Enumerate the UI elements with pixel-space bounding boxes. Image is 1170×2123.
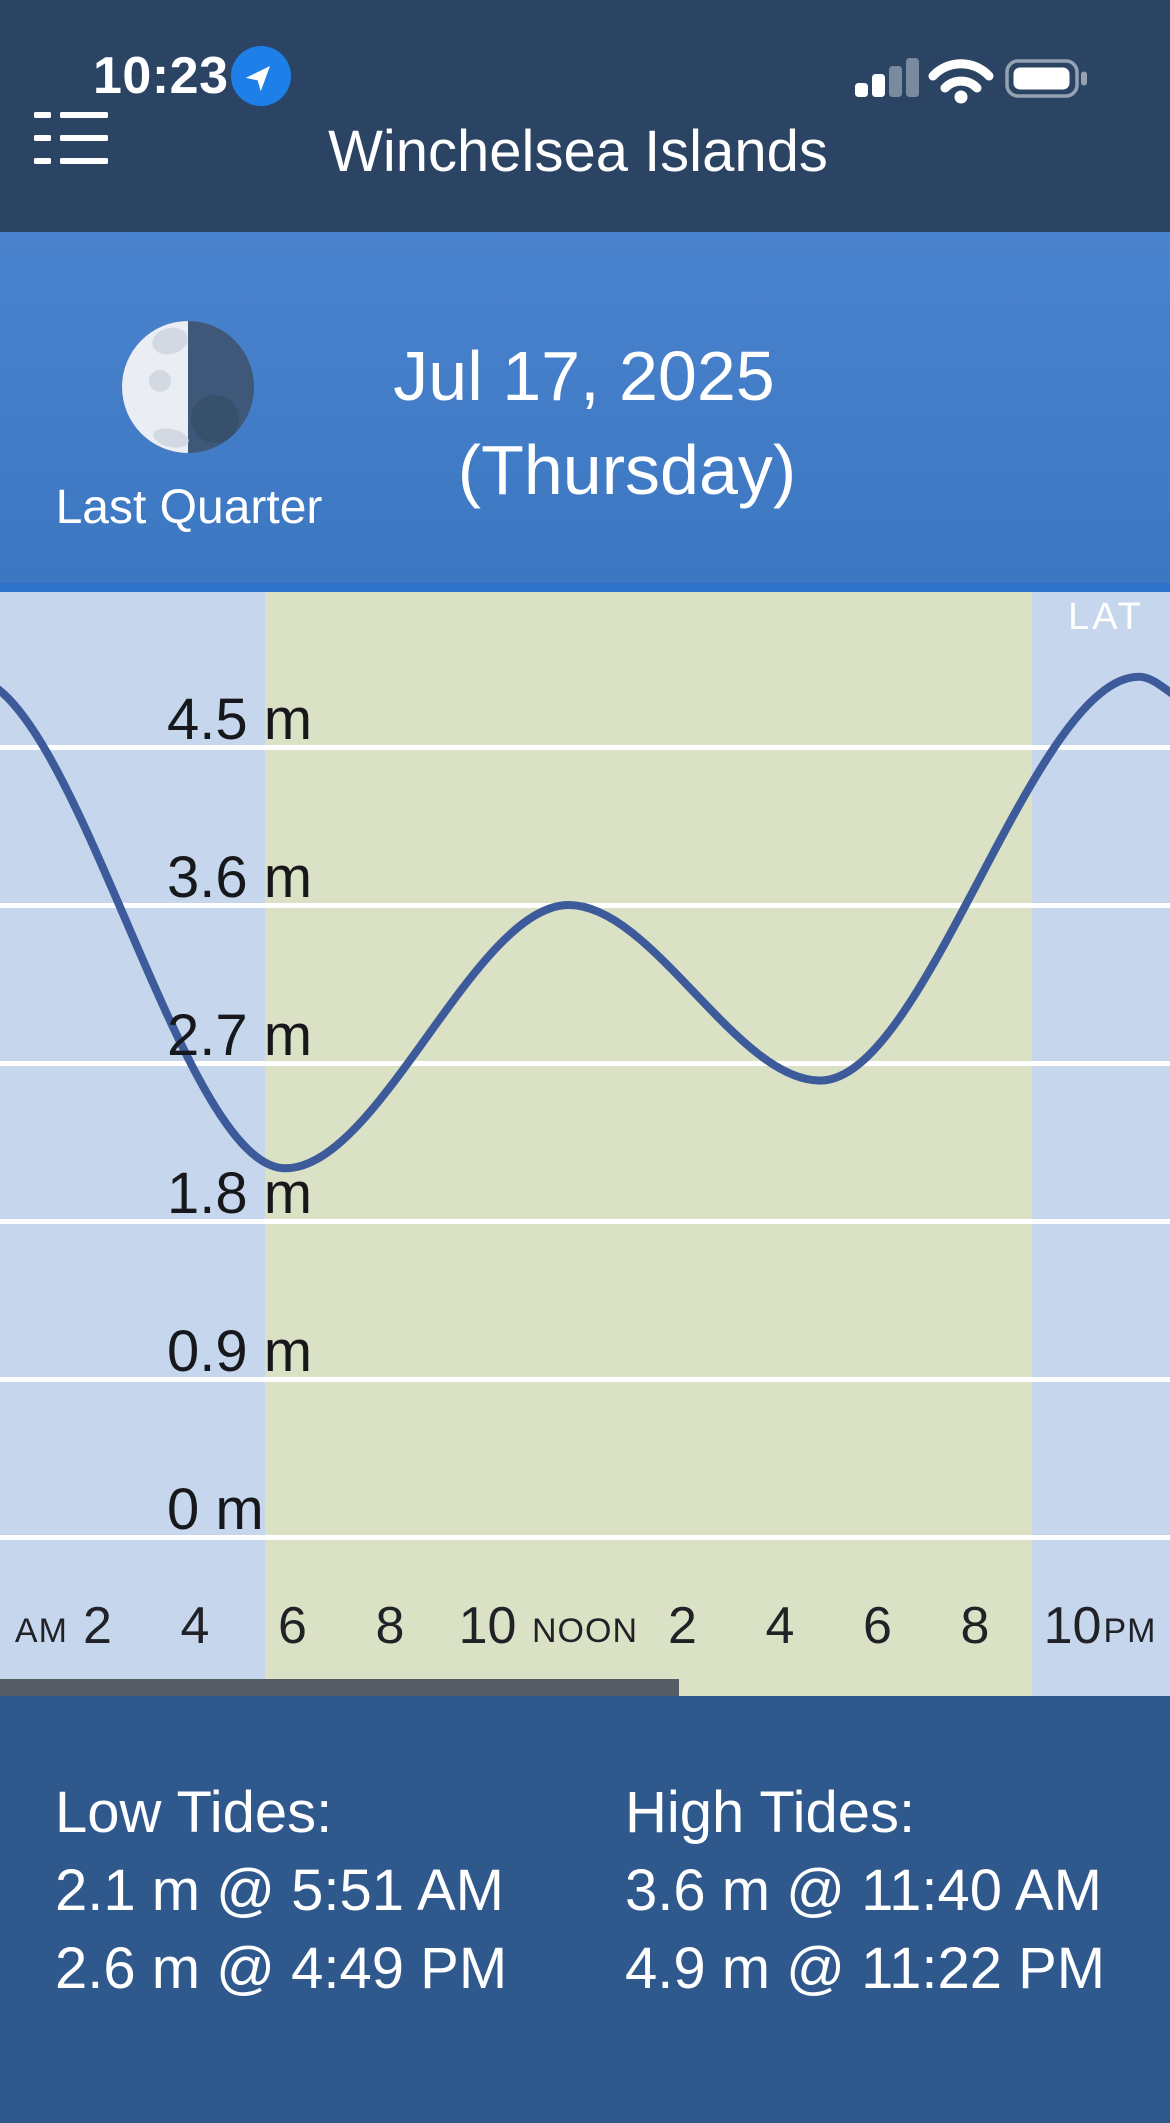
gridline [0,1060,1170,1066]
y-axis-label: 2.7 m [167,1003,313,1068]
high-tides-column: High Tides: 3.6 m @ 11:40 AM 4.9 m @ 11:… [625,1774,1105,2008]
x-tick-label: 2 [668,1597,697,1655]
high-tides-heading: High Tides: [625,1780,916,1845]
status-time: 10:23 [93,47,229,105]
daylight-band [265,592,1032,1696]
y-axis-label: 0.9 m [167,1319,313,1384]
x-tick-label: 4 [180,1597,210,1655]
moon-phase-icon [122,321,254,453]
x-tick-label: 4 [765,1597,795,1655]
battery-icon [1005,59,1087,98]
y-axis-label: 4.5 m [167,687,313,752]
menu-button[interactable] [26,100,118,172]
gridline [0,1376,1170,1382]
weekday-text: (Thursday) [457,431,797,509]
x-tick-label: 8 [960,1597,990,1655]
low-tides-column: Low Tides: 2.1 m @ 5:51 AM 2.6 m @ 4:49 … [55,1774,507,2008]
high-tide-entry: 4.9 m @ 11:22 PM [625,1936,1106,2001]
low-tide-entry: 2.6 m @ 4:49 PM [55,1936,508,2001]
tide-summary: Low Tides: 2.1 m @ 5:51 AM 2.6 m @ 4:49 … [0,1696,1170,2123]
page-title: Winchelsea Islands [328,119,828,184]
location-services-icon [231,46,291,106]
x-tick-label: 10 [1043,1597,1102,1655]
moon-phase-label: Last Quarter [55,481,323,534]
tide-curve [0,672,1170,1173]
scroll-indicator [0,1679,679,1696]
header: 10:23 [0,0,1170,232]
x-tick-label: PM [1103,1612,1157,1650]
cellular-signal-icon [855,58,919,97]
x-tick-label: 2 [83,1597,112,1655]
tide-curve-path [0,672,1170,1173]
x-tick-label: 6 [863,1597,892,1655]
list-menu-icon [34,112,108,164]
gridline [0,1534,1170,1540]
y-axis-label: 1.8 m [167,1161,313,1226]
wifi-icon [928,59,994,104]
x-tick-label: 10 [458,1597,517,1655]
x-tick-label: 6 [278,1597,307,1655]
x-tick-label: 8 [375,1597,405,1655]
low-tide-entry: 2.1 m @ 5:51 AM [55,1858,504,1923]
date-text: Jul 17, 2025 [393,337,775,415]
low-tides-heading: Low Tides: [55,1780,333,1845]
high-tide-entry: 3.6 m @ 11:40 AM [625,1858,1102,1923]
gridline [0,744,1170,750]
x-tick-label: AM [14,1612,68,1650]
y-axis-label: 3.6 m [167,845,313,910]
x-tick-label: NOON [532,1612,638,1650]
y-axis-label: 0 m [167,1477,264,1542]
date-section: Last Quarter Jul 17, 2025 (Thursday) [0,232,1170,592]
status-icons [855,58,1087,104]
gridline [0,1218,1170,1224]
chart-datum-label: LAT [1068,596,1144,638]
